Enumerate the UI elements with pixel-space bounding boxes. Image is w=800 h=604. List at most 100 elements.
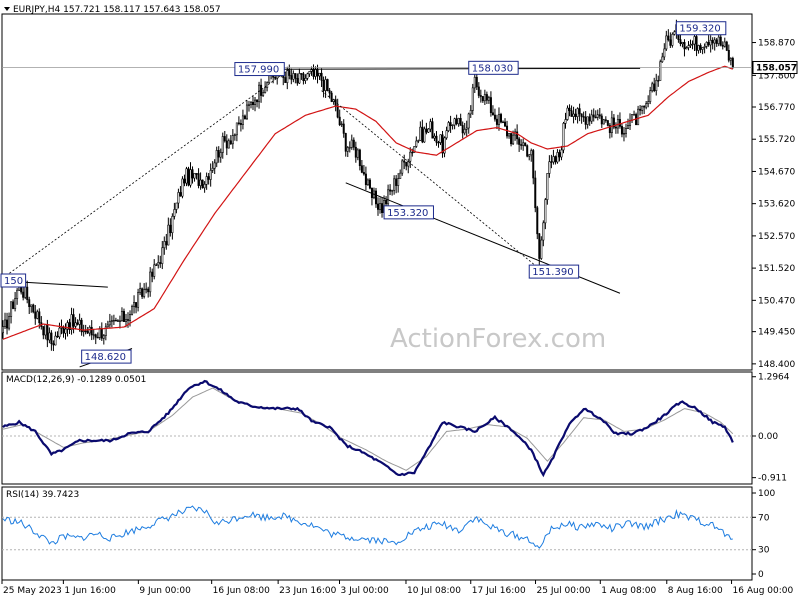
- candle-body: [82, 330, 85, 333]
- candle-body: [473, 76, 476, 89]
- level-label: 151.390: [532, 267, 573, 278]
- candle-body: [504, 121, 507, 127]
- candle-body: [467, 113, 470, 129]
- candle-body: [538, 233, 541, 259]
- candle-body: [294, 73, 297, 79]
- price-tick-label: 151.520: [758, 264, 795, 274]
- candle-body: [727, 50, 730, 61]
- candle-body: [374, 190, 377, 205]
- candle-body: [598, 114, 601, 117]
- candle-body: [245, 104, 248, 120]
- candle-body: [495, 118, 498, 125]
- candle-body: [526, 145, 529, 157]
- candle-body: [338, 116, 341, 126]
- candle-body: [393, 178, 396, 191]
- candle-body: [348, 147, 351, 149]
- price-tick-label: 157.800: [758, 71, 795, 81]
- candle-body: [131, 306, 134, 315]
- candle-body: [447, 122, 450, 131]
- candle-body: [455, 118, 458, 125]
- candle-body: [379, 203, 382, 210]
- candle-body: [624, 128, 627, 134]
- candle-body: [298, 73, 301, 84]
- candle-body: [342, 123, 345, 134]
- candle-body: [453, 118, 456, 126]
- candle-body: [149, 271, 152, 293]
- candle-body: [143, 289, 146, 297]
- candle-body: [397, 178, 400, 186]
- price-tick-label: 148.400: [758, 360, 795, 370]
- candle-body: [469, 110, 472, 115]
- candle-body: [264, 87, 267, 94]
- price-tick-label: 158.870: [758, 39, 795, 49]
- candle-body: [50, 332, 53, 345]
- price-panel-frame: [1, 13, 753, 371]
- candle-body: [401, 160, 404, 174]
- candle-body: [544, 199, 547, 224]
- candle-body: [24, 286, 27, 298]
- candle-body: [433, 135, 436, 139]
- candle-body: [322, 80, 325, 91]
- candle-body: [153, 264, 156, 277]
- x-tick-label: 16 Aug 00:00: [733, 586, 794, 596]
- price-tick-label: 154.670: [758, 167, 795, 177]
- candle-body: [633, 114, 636, 116]
- candle-body: [683, 42, 686, 50]
- candle-body: [459, 118, 462, 126]
- level-label-box: [528, 264, 580, 279]
- candle-body: [163, 241, 166, 249]
- candle-body: [203, 183, 206, 189]
- candle-body: [266, 82, 269, 88]
- candle-body: [653, 83, 656, 91]
- candle-body: [360, 165, 363, 173]
- candle-body: [431, 121, 434, 139]
- rsi-line: [2, 505, 733, 549]
- candle-body: [108, 321, 111, 326]
- candle-body: [2, 326, 5, 334]
- candle-body: [530, 150, 533, 156]
- candle-body: [679, 39, 682, 45]
- candle-body: [663, 48, 666, 58]
- candle-body: [292, 73, 295, 80]
- candle-body: [102, 335, 105, 339]
- candle-body: [302, 73, 305, 82]
- candle-body: [318, 72, 321, 77]
- price-tick-label: 149.450: [758, 328, 795, 338]
- candle-body: [92, 334, 95, 336]
- candle-body: [516, 131, 519, 140]
- rsi-tick-label: 0: [758, 570, 764, 580]
- candle-body: [330, 92, 333, 102]
- candle-body: [568, 107, 571, 112]
- watermark-text: ActionForex.com: [390, 324, 606, 354]
- candle-body: [122, 311, 125, 322]
- candle-body: [189, 169, 192, 186]
- candle-body: [80, 319, 83, 333]
- candle-body: [173, 209, 176, 217]
- candle-body: [449, 122, 452, 127]
- macd-tick-label: -0.911: [758, 474, 787, 484]
- candle-body: [687, 45, 690, 48]
- candle-body: [145, 288, 148, 291]
- candle-body: [195, 173, 198, 175]
- candle-body: [493, 114, 496, 120]
- candle-body: [352, 139, 355, 148]
- candle-body: [602, 119, 605, 125]
- candle-body: [135, 302, 138, 308]
- candle-body: [389, 189, 392, 192]
- candle-body: [584, 116, 587, 125]
- candle-body: [671, 33, 674, 46]
- candle-body: [590, 114, 593, 122]
- candle-body: [457, 118, 460, 125]
- candle-body: [114, 319, 117, 322]
- macd-main-line: [2, 379, 734, 478]
- candle-body: [310, 69, 313, 72]
- candle-body: [554, 156, 557, 163]
- candle-body: [546, 173, 549, 200]
- candle-body: [183, 178, 186, 184]
- x-tick-label: 1 Aug 08:00: [601, 586, 656, 596]
- candle-body: [441, 134, 444, 154]
- price-tick-label: 150.470: [758, 296, 795, 306]
- level-label: 158.030: [472, 63, 513, 74]
- candle-body: [471, 87, 474, 111]
- candle-body: [10, 301, 13, 317]
